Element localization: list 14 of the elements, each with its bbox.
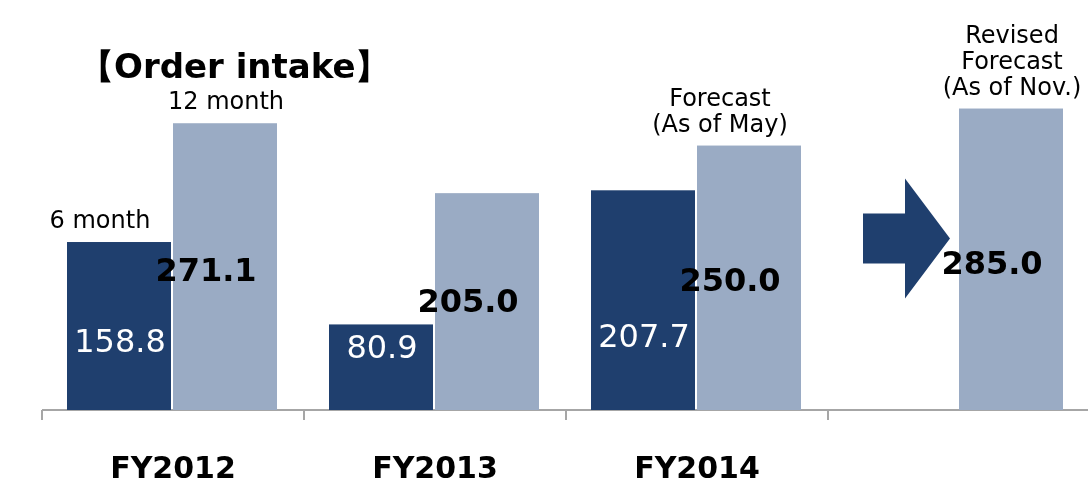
data-label: 285.0 (941, 244, 1043, 283)
chart-title: 【Order intake】 (80, 46, 390, 86)
annotation: Forecast (As of May) (652, 83, 788, 138)
annotation: Revised Forecast (As of Nov.) (942, 20, 1082, 101)
data-label: 207.7 (598, 317, 690, 356)
data-label: 205.0 (417, 282, 519, 321)
bar (329, 324, 433, 410)
data-label: 80.9 (346, 328, 418, 367)
series-label: 6 month (49, 206, 151, 235)
x-tick-label: FY2014 (634, 450, 760, 480)
x-tick-label: FY2013 (372, 450, 498, 480)
data-label: 158.8 (74, 321, 166, 360)
series-label: 12 month (167, 87, 285, 116)
x-tick-label: FY2012 (110, 450, 236, 480)
